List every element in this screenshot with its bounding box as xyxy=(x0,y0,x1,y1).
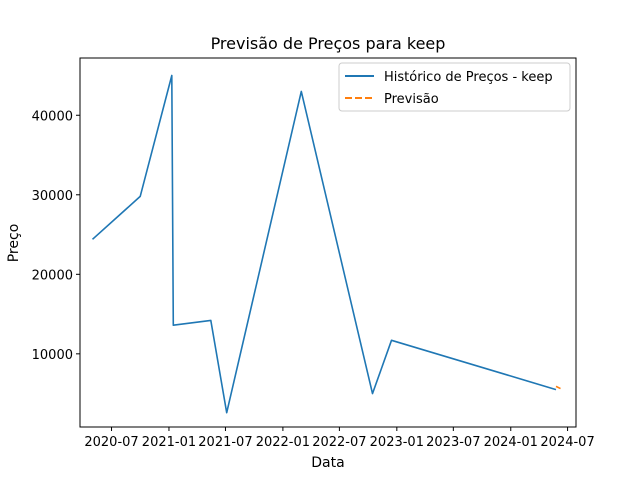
legend: Histórico de Preços - keep Previsão xyxy=(338,62,571,112)
chart-title: Previsão de Preços para keep xyxy=(211,34,446,53)
x-tick-label: 2024-01 xyxy=(484,435,538,450)
y-tick-label: 30000 xyxy=(32,189,73,204)
y-tick-label: 10000 xyxy=(32,348,73,363)
series-line-previsao xyxy=(555,385,562,390)
x-tick-label: 2020-07 xyxy=(84,435,138,450)
legend-label-previsao: Previsão xyxy=(384,92,439,107)
y-axis: 10000 20000 30000 40000 xyxy=(32,109,80,363)
y-tick-label: 40000 xyxy=(32,109,73,124)
x-tick-label: 2022-07 xyxy=(312,435,366,450)
x-tick-label: 2022-01 xyxy=(256,435,310,450)
legend-label-historico: Histórico de Preços - keep xyxy=(384,70,553,85)
y-axis-title: Preço xyxy=(6,224,22,263)
x-axis-title: Data xyxy=(311,455,344,471)
x-tick-label: 2021-07 xyxy=(198,435,252,450)
x-tick-label: 2023-01 xyxy=(370,435,424,450)
series-layer xyxy=(91,74,562,414)
plot-frame xyxy=(79,57,577,428)
x-tick-label: 2021-01 xyxy=(142,435,196,450)
x-axis: 2020-07 2021-01 2021-07 2022-01 2022-07 2023-… xyxy=(84,427,595,450)
x-tick-label: 2024-07 xyxy=(540,435,594,450)
legend-box xyxy=(338,62,571,112)
x-tick-label: 2023-07 xyxy=(426,435,480,450)
y-tick-label: 20000 xyxy=(32,268,73,283)
plot-area xyxy=(79,57,577,428)
series-line-historico xyxy=(91,74,557,414)
